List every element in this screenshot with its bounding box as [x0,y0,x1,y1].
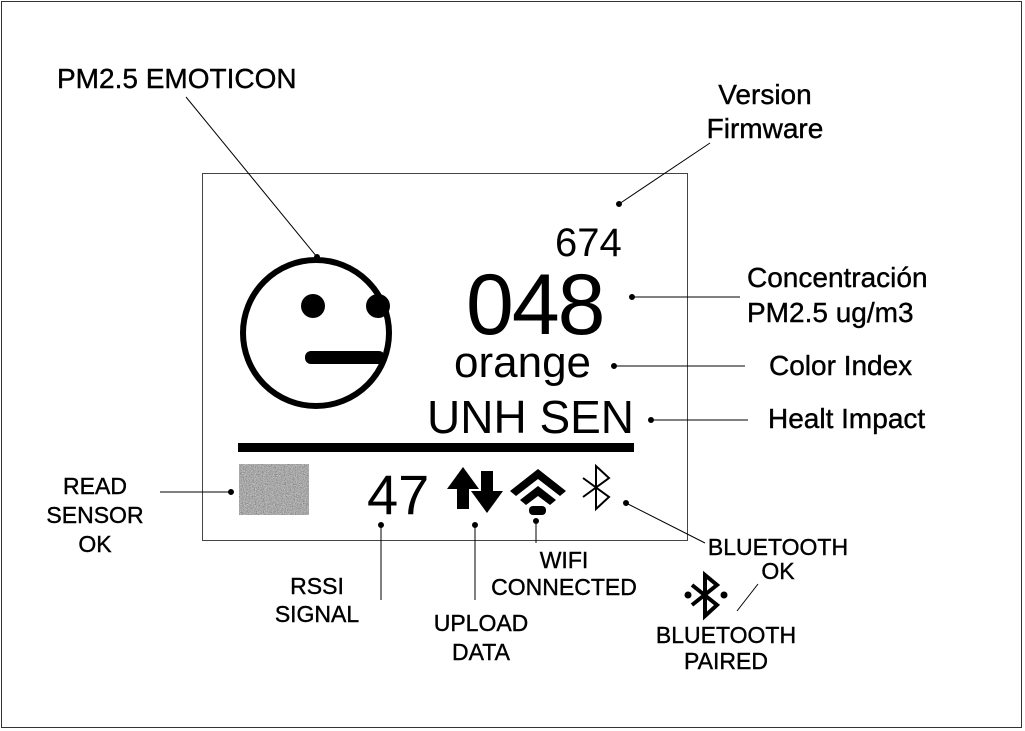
health-impact-label: Healt Impact [768,403,926,434]
wifi-label-line1: WIFI [539,547,589,573]
bluetooth-ok-label-line2: OK [761,558,795,584]
bluetooth-paired-label-line1: BLUETOOTH [655,622,797,648]
rssi-label-line1: RSSI [290,573,344,599]
wifi-label-line2: CONNECTED [491,574,637,600]
version-label-line1: Version [718,79,812,110]
pm25-value: 048 [466,257,605,353]
health-impact-value: UNH SEN [427,391,635,443]
concentration-label-line2: PM2.5 ug/m3 [747,297,914,328]
firmware-version-value: 674 [555,221,622,265]
bluetooth-paired-icon [684,570,728,621]
color-index-label: Color Index [769,350,913,381]
upload-label-line2: DATA [452,639,510,665]
neutral-face-icon [240,257,392,409]
read-sensor-label-line1: READ [63,473,127,499]
bluetooth-ok-label-line1: BLUETOOTH [707,534,849,560]
read-sensor-label-line2: SENSOR [46,502,144,528]
bluetooth-icon [582,463,611,512]
bluetooth-paired-label-line2: PAIRED [684,648,768,674]
upload-label-line1: UPLOAD [433,610,529,636]
read-sensor-label-line3: OK [78,531,112,557]
version-label-line2: Firmware [706,113,824,144]
rssi-label-line2: SIGNAL [274,601,360,627]
color-index-value: orange [454,338,592,387]
sensor-status-icon [239,464,309,515]
screen-divider [238,443,634,452]
display-screen [202,173,688,541]
concentration-label-line1: Concentración [747,262,928,293]
emoticon-label: PM2.5 EMOTICON [57,63,297,94]
rssi-value: 47 [367,463,430,526]
wifi-icon [510,469,566,515]
upload-arrows-icon [447,467,503,513]
leader-lines [160,96,759,612]
